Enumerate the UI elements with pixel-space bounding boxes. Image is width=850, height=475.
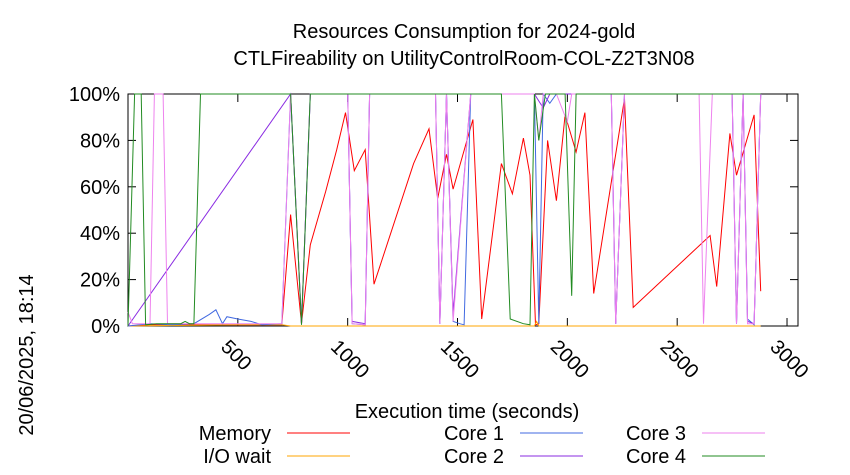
- legend-item: Core 4: [626, 446, 765, 468]
- x-tick-label: 2000: [546, 336, 593, 383]
- y-tick-label: 80%: [80, 130, 120, 152]
- legend-label: Core 2: [444, 446, 504, 468]
- x-tick-label: 1500: [436, 336, 483, 383]
- series-line-core-1: [127, 92, 762, 327]
- x-tick-label: 500: [216, 336, 255, 375]
- plot-border: [127, 93, 799, 327]
- series-line-core-2: [127, 92, 762, 327]
- x-axis-label: Execution time (seconds): [355, 401, 580, 423]
- legend-label: I/O wait: [203, 446, 271, 468]
- y-tick-label: 100%: [69, 84, 120, 106]
- series-lines: [127, 92, 762, 327]
- chart-title-line-1: Resources Consumption for 2024-gold: [293, 21, 635, 43]
- y-tick-label: 20%: [80, 270, 120, 292]
- timestamp-label: 20/06/2025, 18:14: [16, 274, 38, 435]
- x-axis: 500 1000 1500 2000 2500 3000: [216, 94, 813, 383]
- legend-label: Core 4: [626, 446, 686, 468]
- chart-title-line-2: CTLFireability on UtilityControlRoom-COL…: [233, 48, 694, 70]
- series-line-memory: [127, 98, 762, 327]
- legend-item: Core 3: [626, 423, 765, 445]
- series-line-core-3: [127, 93, 762, 326]
- y-tick-label: 60%: [80, 177, 120, 199]
- plot-frame: [127, 93, 799, 327]
- x-tick-label: 3000: [765, 336, 812, 383]
- y-tick-label: 0%: [91, 316, 120, 338]
- y-axis: 0% 20% 40% 60% 80% 100%: [69, 84, 798, 338]
- x-tick-label: 1000: [326, 336, 373, 383]
- legend-item: Core 1: [444, 423, 583, 445]
- legend-label: Core 1: [444, 423, 504, 445]
- y-tick-label: 40%: [80, 223, 120, 245]
- legend-item: Core 2: [444, 446, 583, 468]
- legend-item: Memory: [199, 423, 350, 445]
- legend-label: Memory: [199, 423, 271, 445]
- legend-label: Core 3: [626, 423, 686, 445]
- legend-item: I/O wait: [203, 446, 350, 468]
- x-tick-label: 2500: [656, 336, 703, 383]
- series-line-core-4: [127, 93, 761, 327]
- series-line-i-o-wait: [127, 320, 761, 327]
